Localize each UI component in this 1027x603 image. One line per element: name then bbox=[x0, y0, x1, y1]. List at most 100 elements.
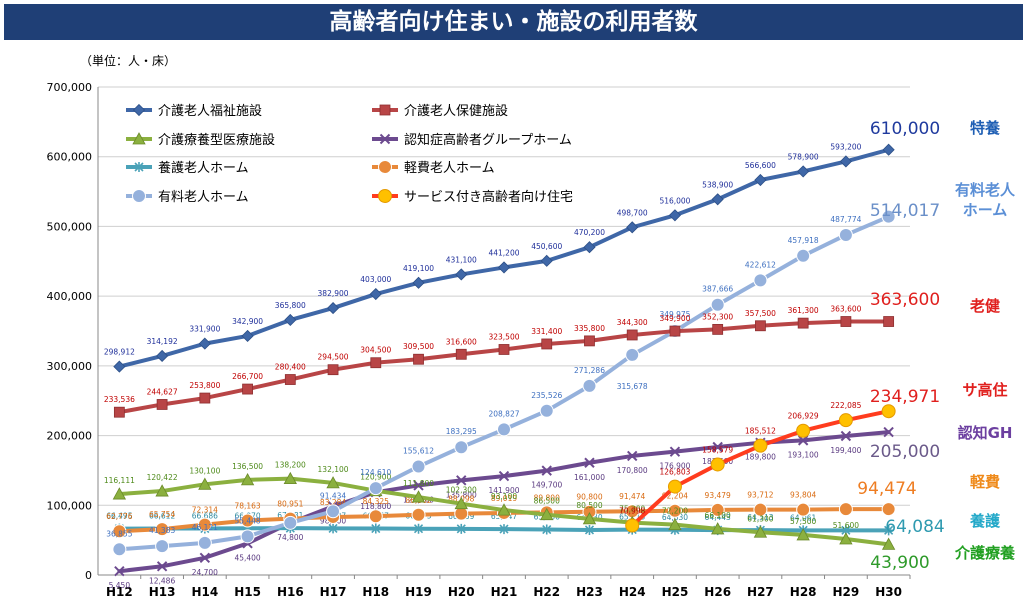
data-point bbox=[497, 503, 511, 516]
x-tick-label: H29 bbox=[833, 585, 860, 599]
data-label: 111,800 bbox=[403, 479, 434, 488]
data-label: 46,121 bbox=[192, 523, 218, 532]
data-point bbox=[112, 542, 127, 557]
category-side-label: 特養 bbox=[970, 119, 1001, 137]
data-label: 450,600 bbox=[531, 242, 562, 251]
data-label: 89,019 bbox=[491, 494, 517, 503]
data-point bbox=[540, 254, 553, 267]
data-point bbox=[134, 162, 144, 172]
data-label: 66,686 bbox=[192, 512, 218, 521]
data-label: 155,612 bbox=[403, 447, 434, 456]
data-point bbox=[667, 479, 682, 494]
data-label: 78,163 bbox=[234, 502, 260, 511]
data-label: 45,400 bbox=[234, 553, 260, 562]
data-point bbox=[242, 383, 253, 395]
data-point bbox=[669, 325, 681, 337]
data-label: 116,111 bbox=[104, 476, 135, 485]
data-point bbox=[539, 403, 554, 418]
data-label: 90,800 bbox=[576, 493, 602, 502]
data-label: 331,900 bbox=[189, 325, 220, 334]
data-label: 422,612 bbox=[745, 260, 776, 269]
data-point bbox=[712, 323, 724, 335]
series-yuryo: 36,855 41,383 46,121 55,448 91,434 124,610 155… bbox=[106, 209, 896, 557]
data-point bbox=[499, 524, 509, 535]
data-point bbox=[284, 313, 297, 327]
legend-label: 介護老人保健施設 bbox=[404, 103, 508, 119]
data-label: 566,600 bbox=[745, 161, 776, 170]
data-label: 62,776 bbox=[106, 512, 132, 521]
data-label: 387,666 bbox=[702, 285, 733, 294]
data-label: 132,100 bbox=[318, 465, 349, 474]
data-point bbox=[328, 523, 339, 534]
data-point bbox=[370, 523, 381, 534]
category-side-label: 養護 bbox=[969, 512, 1001, 530]
data-point bbox=[379, 133, 391, 145]
data-label: 74,800 bbox=[277, 533, 303, 542]
data-point bbox=[241, 329, 254, 343]
data-label: 51,600 bbox=[833, 521, 859, 530]
category-side-label: ホーム bbox=[963, 201, 1008, 219]
data-label: 403,000 bbox=[360, 275, 391, 284]
data-point bbox=[796, 423, 811, 438]
data-label: 84,325 bbox=[363, 497, 389, 506]
x-tick-label: H24 bbox=[619, 585, 646, 599]
data-label: 124,610 bbox=[360, 468, 391, 477]
x-tick-label: H14 bbox=[191, 585, 218, 599]
legend-item-gh: 認知症高齢者グループホーム bbox=[372, 132, 572, 148]
data-point bbox=[114, 565, 125, 577]
data-point bbox=[796, 528, 810, 541]
legend-item-tokuyo: 介護老人福祉施設 bbox=[126, 103, 262, 119]
data-label: 538,900 bbox=[702, 180, 733, 189]
data-label: 72,200 bbox=[662, 507, 688, 516]
x-tick-label: H30 bbox=[875, 585, 902, 599]
data-point bbox=[284, 374, 296, 385]
data-label: 118,800 bbox=[360, 502, 391, 511]
data-point bbox=[132, 189, 146, 203]
y-tick-label: 600,000 bbox=[47, 151, 93, 164]
data-point bbox=[326, 476, 340, 489]
final-value-label: 43,900 bbox=[870, 553, 929, 573]
data-point bbox=[498, 344, 510, 355]
y-tick-label: 300,000 bbox=[47, 360, 93, 373]
data-label: 323,500 bbox=[488, 332, 519, 341]
data-point bbox=[283, 471, 297, 485]
data-point bbox=[156, 349, 169, 363]
data-label: 342,900 bbox=[232, 317, 263, 326]
data-point bbox=[540, 507, 554, 521]
data-point bbox=[456, 523, 467, 534]
data-label: 120,900 bbox=[360, 473, 391, 482]
data-point bbox=[378, 160, 392, 174]
x-tick-label: H15 bbox=[234, 585, 261, 599]
data-label: 80,951 bbox=[277, 500, 303, 509]
x-tick-label: H21 bbox=[491, 585, 518, 599]
data-label: 361,300 bbox=[788, 306, 819, 315]
data-point bbox=[796, 248, 811, 263]
data-label: 304,500 bbox=[360, 346, 391, 355]
data-point bbox=[710, 457, 725, 472]
final-value-label: 64,084 bbox=[885, 517, 944, 537]
x-tick-label: H19 bbox=[405, 585, 432, 599]
data-point bbox=[839, 532, 853, 545]
data-point bbox=[712, 441, 723, 453]
data-label: 72,314 bbox=[192, 506, 218, 515]
data-label: 244,627 bbox=[147, 387, 178, 396]
x-tick-label: H22 bbox=[533, 585, 560, 599]
data-point bbox=[197, 535, 212, 550]
data-label: 55,448 bbox=[234, 516, 260, 525]
data-point bbox=[883, 316, 895, 327]
data-label: 83,284 bbox=[320, 498, 346, 507]
data-label: 120,422 bbox=[147, 473, 178, 482]
data-label: 92,204 bbox=[662, 492, 688, 501]
data-label: 516,000 bbox=[659, 196, 690, 205]
series-ryoyo: 116,111 120,422 130,100 136,500 138,200 132,1… bbox=[104, 461, 896, 550]
legend-label: サービス付き高齢者向け住宅 bbox=[404, 189, 573, 205]
data-label: 158,579 bbox=[702, 445, 733, 454]
data-label: 64,313 bbox=[747, 513, 773, 522]
data-label: 365,800 bbox=[275, 301, 306, 310]
data-point bbox=[668, 209, 682, 222]
data-point bbox=[755, 320, 766, 332]
data-point bbox=[498, 470, 510, 482]
data-point bbox=[625, 347, 640, 362]
x-tick-label: H28 bbox=[790, 585, 817, 599]
